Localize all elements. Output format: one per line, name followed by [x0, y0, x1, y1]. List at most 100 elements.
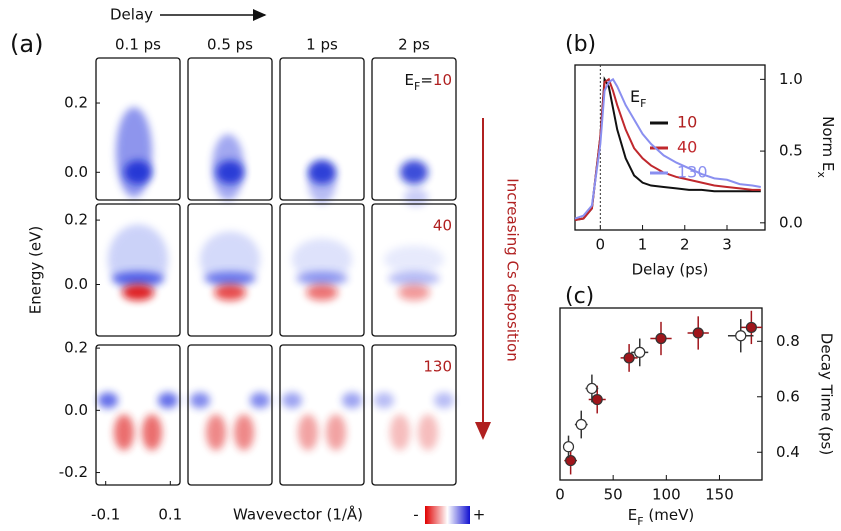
y-tick-label: -0.2 [59, 463, 88, 481]
x-tick-label: 0.1 [158, 506, 182, 524]
point [562, 441, 575, 453]
heatmap [374, 392, 454, 451]
point [623, 352, 635, 364]
x-axis-label: Delay (ps) [632, 261, 709, 279]
point [591, 393, 603, 406]
y-tick-label: 0.0 [779, 213, 803, 231]
blob [390, 414, 410, 451]
blob [234, 414, 254, 451]
subscript: F [640, 97, 646, 110]
subscript: F [637, 515, 643, 528]
heatmap [200, 231, 260, 301]
x-tick-label: 2 [680, 236, 690, 254]
y-tick-label: 0.2 [64, 94, 88, 112]
y-tick-label: 1.0 [779, 70, 803, 88]
y-axis-label: Decay Time (ps) [818, 333, 836, 455]
legend-title: EF [630, 87, 646, 110]
blob [298, 414, 318, 451]
point [565, 454, 577, 467]
image-frame [371, 57, 457, 201]
image-frame [95, 344, 181, 486]
blob [206, 414, 226, 451]
panel-label: (b) [565, 32, 596, 57]
heatmap [212, 134, 244, 201]
y-axis-label: Energy (eV) [27, 226, 45, 314]
colorbar-plus: + [473, 506, 486, 524]
x-tick-label: 50 [604, 486, 623, 504]
image-frame [371, 203, 457, 337]
ef-value: 40 [433, 217, 452, 235]
y-tick-label: 0.8 [776, 332, 800, 350]
colorbar [425, 506, 470, 524]
blob [374, 392, 394, 409]
delay-label: Delay [110, 6, 153, 24]
y-tick-label: 0.6 [776, 387, 800, 405]
subscript: F [414, 80, 420, 93]
blob [250, 392, 270, 409]
image-frame [279, 203, 365, 337]
y-tick-label: 0.0 [64, 275, 88, 293]
image-frame [371, 344, 457, 486]
text-part: E [630, 87, 640, 106]
heatmap [108, 224, 168, 301]
heatmap [384, 245, 444, 301]
x-tick-label: 0 [596, 236, 606, 254]
image-frame [187, 57, 273, 201]
image-frame [279, 57, 365, 201]
x-tick-label: 1 [638, 236, 648, 254]
plot-frame [559, 307, 763, 481]
ef-value: 10 [433, 71, 452, 89]
blob [306, 284, 338, 301]
blob [418, 414, 438, 451]
heatmap [282, 392, 362, 451]
series-line [574, 77, 761, 220]
blob [388, 271, 440, 286]
y-tick-label: 0.0 [64, 163, 88, 181]
image-frame [95, 57, 181, 201]
x-tick-label: -0.1 [91, 506, 120, 524]
point [586, 382, 598, 395]
blob [114, 414, 134, 451]
x-tick-label: 0 [555, 486, 565, 504]
panel-label: (c) [565, 284, 594, 309]
point [575, 418, 587, 431]
blob [292, 238, 352, 281]
x-tick-label: 150 [705, 486, 734, 504]
blob [404, 188, 428, 207]
column-label: 0.1 ps [115, 36, 161, 54]
image-frame [187, 203, 273, 337]
blob [400, 160, 428, 185]
legend-label: 10 [677, 113, 697, 132]
blob [116, 107, 152, 198]
heatmaps [98, 107, 454, 451]
blob [122, 284, 154, 301]
blob [326, 414, 346, 451]
y-axis-label: Norm Ex [816, 116, 838, 178]
blob [308, 160, 336, 185]
blob [216, 160, 244, 185]
heatmap [190, 392, 270, 451]
legend-label: 40 [677, 138, 697, 157]
plot-frame [574, 64, 766, 231]
y-tick-label: 0.2 [64, 211, 88, 229]
blob [98, 392, 118, 409]
blob [296, 271, 348, 286]
y-tick-label: 0.5 [779, 142, 803, 160]
colorbar-minus: - [413, 506, 418, 524]
column-label: 0.5 ps [207, 36, 253, 54]
y-tick-label: 0.2 [64, 339, 88, 357]
column-label: 1 ps [306, 36, 338, 54]
subscript: x [816, 171, 829, 178]
blob [112, 271, 164, 286]
side-label: Increasing Cs deposition [504, 178, 522, 361]
heatmap [116, 107, 152, 198]
blob [158, 392, 178, 409]
column-label: 2 ps [398, 36, 430, 54]
point [735, 330, 747, 342]
ef-label: EF=10 [405, 71, 452, 93]
point [634, 346, 646, 358]
blob [190, 392, 210, 409]
panel-label: (a) [10, 30, 43, 58]
point [745, 321, 757, 334]
y-tick-label: 0.4 [776, 443, 800, 461]
